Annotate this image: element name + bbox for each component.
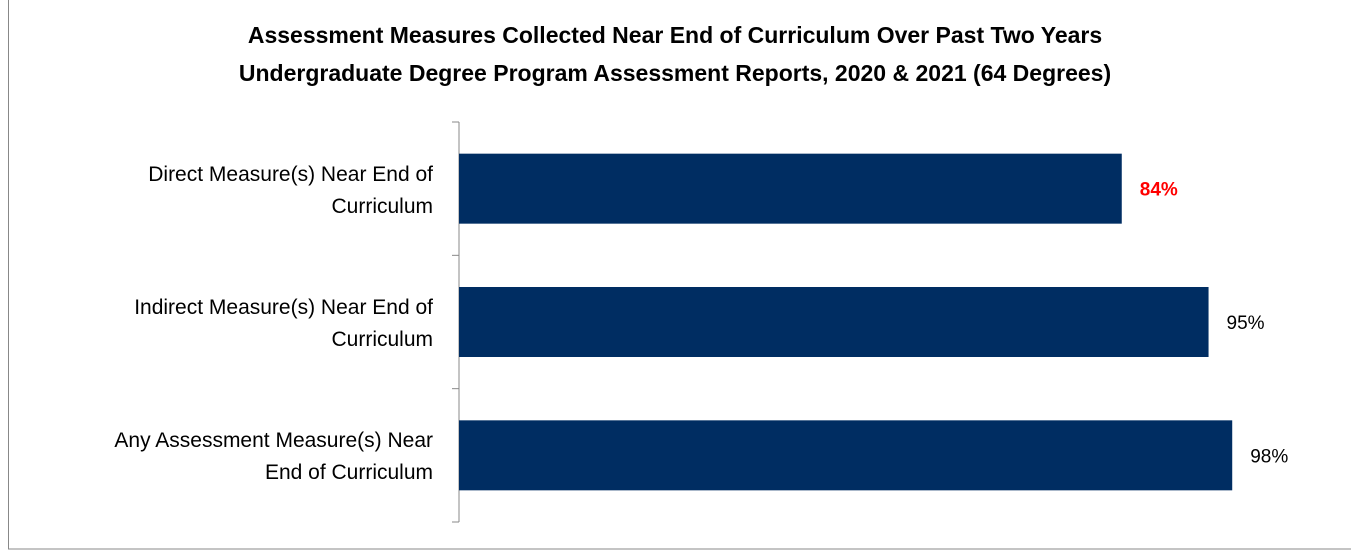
category-label: Any Assessment Measure(s) Near End of Cu… [114, 429, 433, 485]
value-label: 84% [1140, 180, 1178, 201]
bar [459, 287, 1209, 357]
bar [459, 153, 1122, 224]
chart-border [8, 0, 1351, 550]
category-label: Indirect Measure(s) Near End of Curricul… [134, 296, 433, 351]
category-label: Direct Measure(s) Near End of Curriculum [148, 162, 433, 218]
chart-subtitle: Undergraduate Degree Program Assessment … [239, 60, 1111, 86]
value-label: 98% [1250, 446, 1288, 467]
chart-title: Assessment Measures Collected Near End o… [248, 22, 1102, 48]
bar [459, 420, 1233, 491]
value-label: 95% [1227, 313, 1265, 334]
